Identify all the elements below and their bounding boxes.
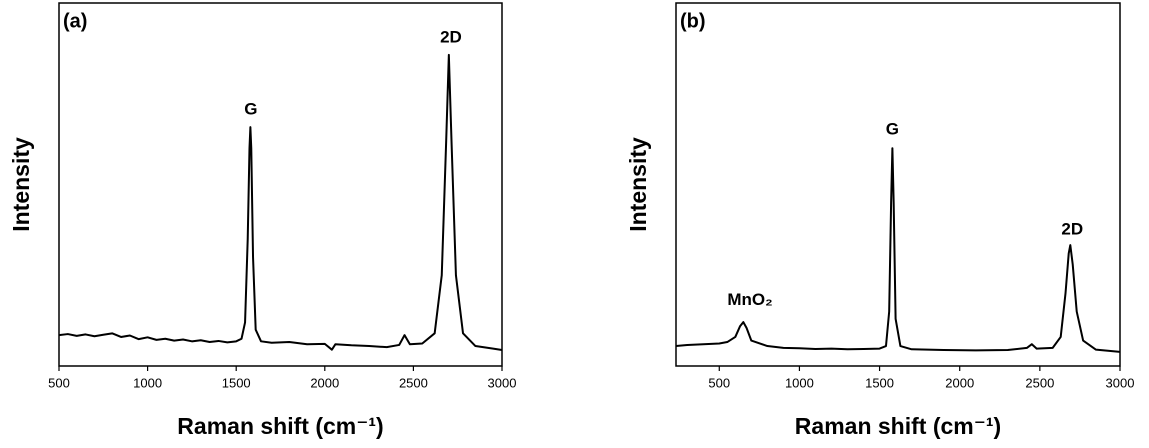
x-tick-label: 2000 [310,375,339,390]
peak-annotation: G [244,100,257,119]
x-axis-title: Raman shift (cm⁻¹) [177,413,383,439]
x-tick-label: 1000 [133,375,162,390]
peak-annotation: 2D [440,27,462,46]
x-tick-label: 1000 [785,375,814,390]
x-tick-label: 2500 [399,375,428,390]
x-tick-label: 500 [48,375,70,390]
peak-annotation: 2D [1061,219,1083,238]
peak-annotation: MnO₂ [727,290,772,309]
x-tick-label: 2500 [1025,375,1054,390]
peak-annotation: G [886,120,899,139]
x-tick-label: 2000 [945,375,974,390]
x-tick-label: 3000 [488,375,517,390]
x-tick-label: 1500 [222,375,251,390]
y-axis-title: Intensity [8,137,34,232]
x-tick-label: 1500 [865,375,894,390]
x-tick-label: 500 [708,375,730,390]
x-axis-title: Raman shift (cm⁻¹) [795,413,1001,439]
spectrum-line [58,53,503,352]
x-tick-label: 3000 [1106,375,1135,390]
spectrum-line [675,147,1121,353]
y-axis-title: Intensity [625,137,651,232]
plot-frame [58,2,503,367]
plot-frame [675,2,1121,367]
panel-label: (b) [680,10,706,32]
panel-label: (a) [63,10,87,32]
